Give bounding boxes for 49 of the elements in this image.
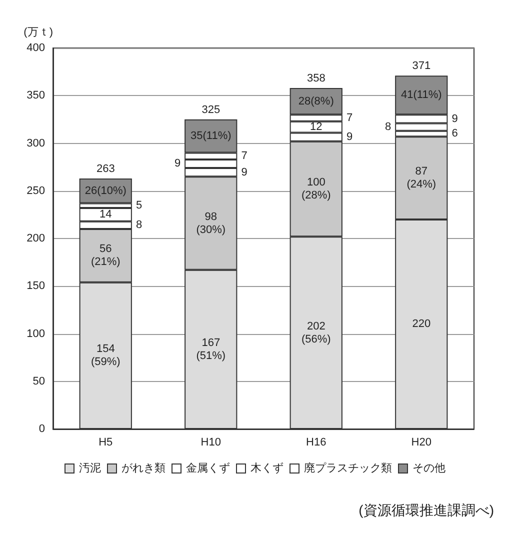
- x-tick-label: H20: [411, 436, 432, 448]
- total-label: 358: [306, 72, 326, 85]
- legend-label: その他: [412, 462, 446, 474]
- data-label: 14: [100, 208, 112, 221]
- data-label: 220: [412, 318, 431, 330]
- y-tick-label: 200: [26, 232, 45, 244]
- data-label: 8: [136, 219, 142, 232]
- y-tick-label: 0: [38, 423, 45, 435]
- text: (資源循環推進課調べ): [358, 502, 494, 518]
- y-tick-label: 300: [26, 137, 45, 150]
- legend-label: 金属くず: [186, 462, 230, 474]
- data-label: 9: [452, 112, 458, 125]
- data-label: 9: [174, 158, 181, 170]
- x-tick-label: H10: [200, 436, 221, 448]
- data-label: 7: [241, 150, 248, 162]
- legend-label: 廃プラスチック類: [304, 462, 392, 474]
- data-label: 9: [241, 166, 248, 178]
- data-label: 98 (30%): [196, 210, 226, 236]
- y-tick-label: 400: [26, 42, 45, 54]
- data-label: 28(8%): [298, 95, 334, 108]
- data-label: 41(11%): [400, 89, 442, 102]
- data-label: 9: [346, 131, 353, 144]
- data-label: 12: [310, 121, 322, 134]
- data-label: 154 (59%): [90, 343, 120, 368]
- x-tick-label: H5: [98, 436, 113, 448]
- legend-label: がれき類: [122, 462, 166, 474]
- data-label: 167 (51%): [196, 336, 226, 362]
- x-tick-label: H16: [306, 436, 326, 448]
- y-tick-label: 350: [26, 90, 45, 102]
- y-tick-label: 250: [26, 184, 45, 197]
- legend-label: 木くず: [250, 462, 284, 474]
- data-label: 26(10%): [84, 184, 126, 197]
- y-tick-label: 100: [26, 328, 45, 340]
- data-label: 87 (24%): [406, 166, 436, 191]
- legend-label: 汚泥: [79, 462, 101, 474]
- y-tick-label: 150: [26, 280, 45, 292]
- data-label: 202 (56%): [301, 320, 331, 346]
- total-label: 325: [202, 104, 220, 116]
- total-label: 263: [96, 162, 115, 175]
- data-label: 56 (21%): [90, 243, 120, 268]
- total-label: 371: [412, 60, 431, 72]
- data-label: 100 (28%): [301, 176, 331, 202]
- y-tick-label: 50: [32, 375, 45, 388]
- data-label: 35(11%): [190, 130, 232, 142]
- y-axis-title: (万ｔ): [24, 26, 53, 38]
- data-label: 8: [384, 121, 392, 134]
- data-label: 7: [346, 112, 353, 124]
- data-label: 6: [452, 128, 458, 140]
- data-label: 5: [136, 200, 142, 212]
